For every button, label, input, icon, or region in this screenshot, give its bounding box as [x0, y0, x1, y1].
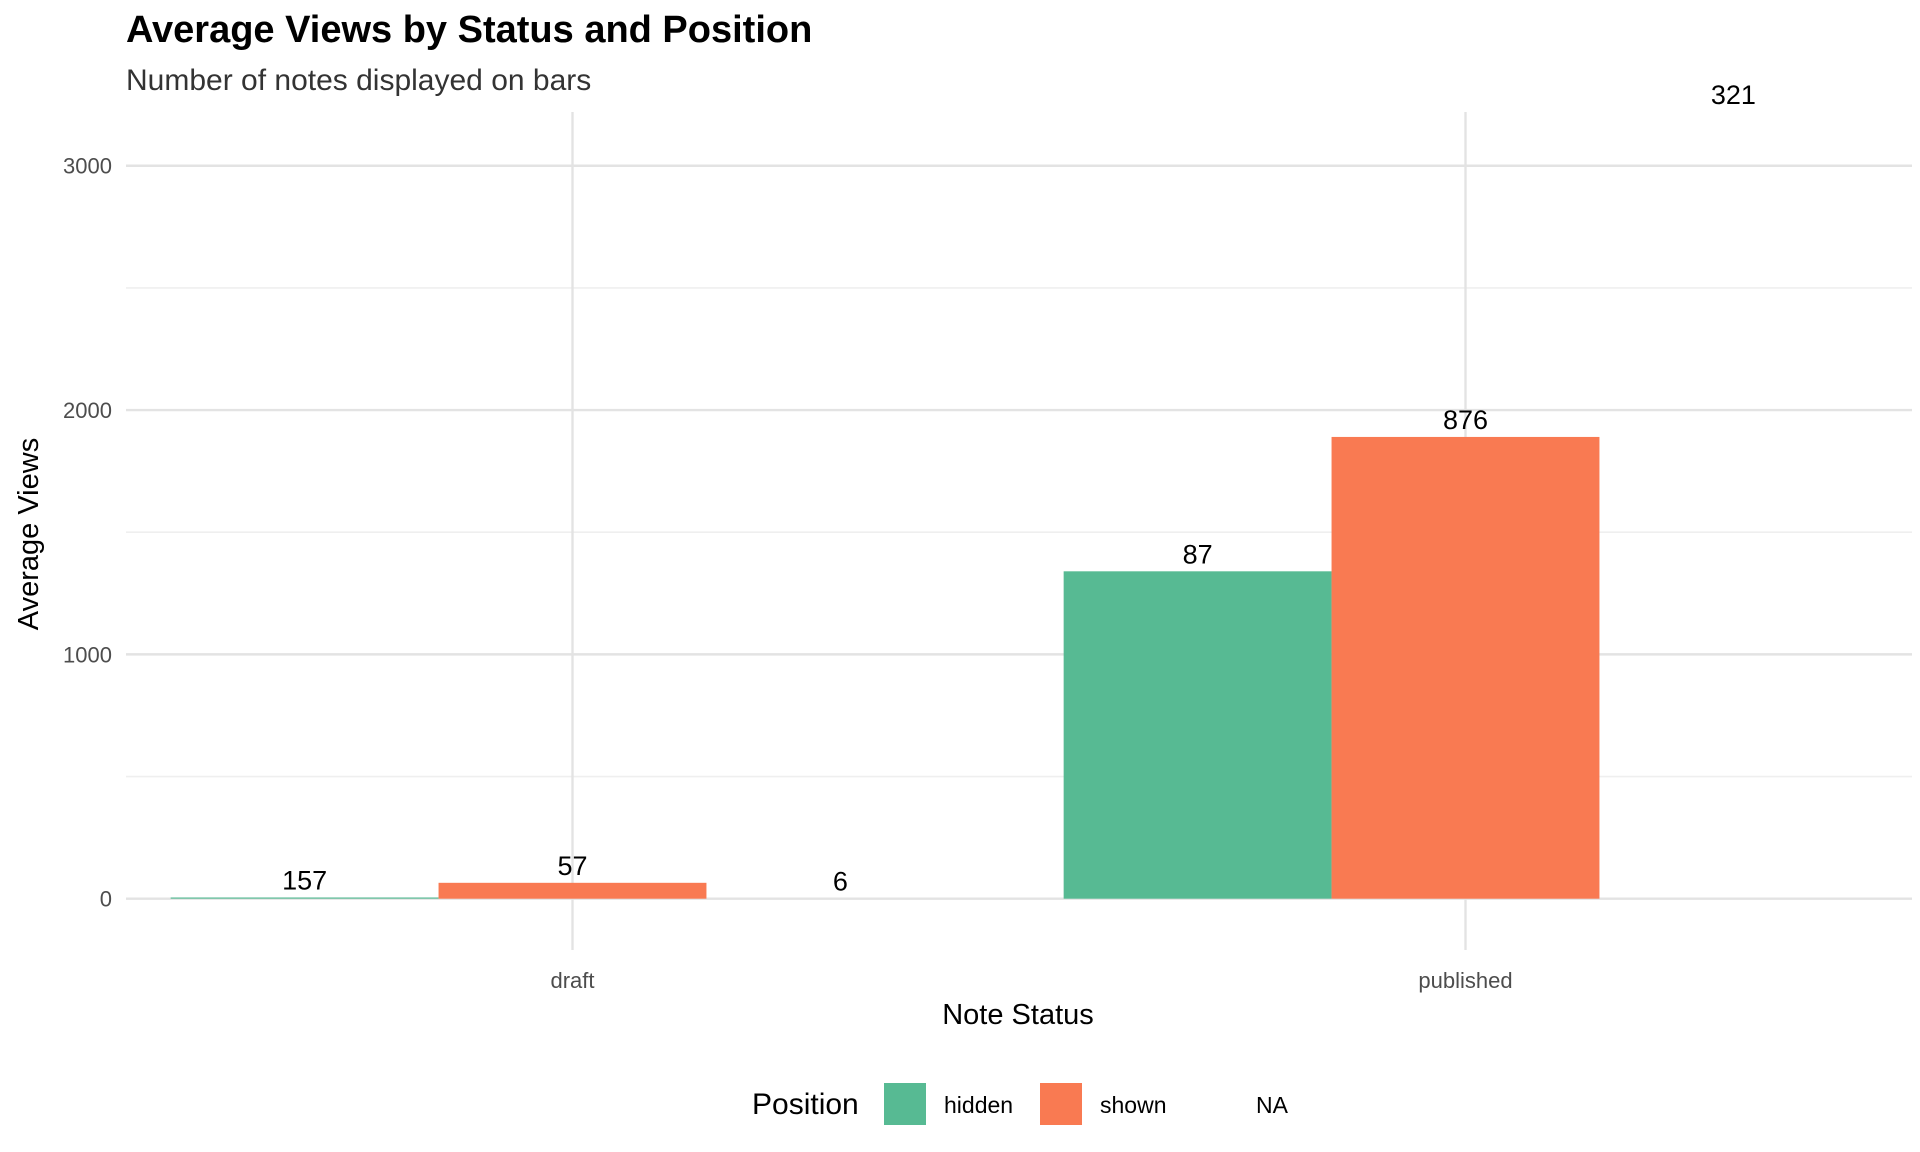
bar-count-label: 87: [1183, 539, 1213, 569]
bar-count-label: 157: [282, 865, 327, 895]
legend-label: NA: [1256, 1092, 1289, 1118]
legend-item-NA: NA: [1256, 1092, 1289, 1118]
x-tick-label: published: [1418, 968, 1512, 993]
y-tick-label: 3000: [63, 154, 112, 179]
bar-shown-published: [1331, 436, 1600, 899]
legend-label: hidden: [944, 1092, 1013, 1118]
bar-shown-draft: [438, 882, 707, 899]
y-tick-label: 1000: [63, 642, 112, 667]
chart-title: Average Views by Status and Position: [126, 9, 812, 51]
legend-label: shown: [1100, 1092, 1166, 1118]
y-tick-label: 2000: [63, 398, 112, 423]
legend-swatch: [1040, 1083, 1082, 1125]
y-axis-ticks: 0 1000 2000 3000: [63, 154, 112, 912]
bar-count-label: 876: [1443, 405, 1488, 435]
bar-labels: 157 87 57 876 6 321: [282, 80, 1756, 897]
x-axis-ticks: draft published: [550, 968, 1512, 993]
legend-item-hidden: hidden: [884, 1083, 1013, 1125]
bar-count-label: 57: [557, 851, 587, 881]
bar-count-label: 321: [1711, 80, 1756, 110]
bar-hidden-draft: [170, 897, 439, 899]
x-tick-label: draft: [550, 968, 594, 993]
bars: [170, 436, 1600, 899]
y-axis-title: Average Views: [13, 438, 45, 630]
legend-swatch: [884, 1083, 926, 1125]
y-tick-label: 0: [100, 887, 112, 912]
legend-title: Position: [752, 1088, 859, 1121]
x-axis-title: Note Status: [942, 999, 1094, 1031]
bar-count-label: 6: [833, 867, 848, 897]
bar-hidden-published: [1063, 571, 1332, 899]
chart-subtitle: Number of notes displayed on bars: [126, 64, 591, 97]
gridlines: [126, 112, 1912, 950]
legend-item-shown: shown: [1040, 1083, 1166, 1125]
legend: Position hidden shown NA: [752, 1083, 1289, 1125]
